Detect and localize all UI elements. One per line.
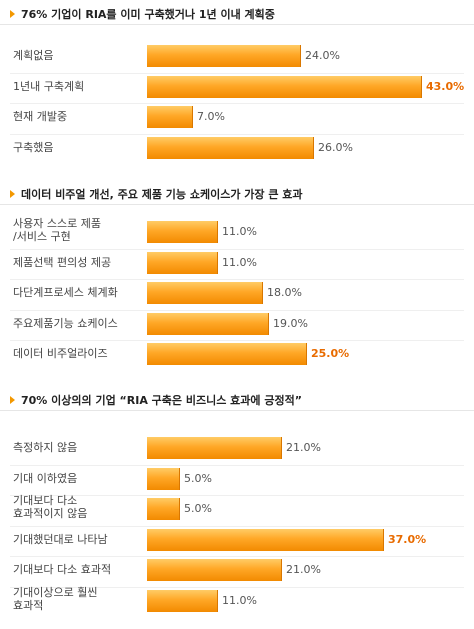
category-label: 사용자 스스로 제품 /서비스 구현 — [13, 217, 101, 243]
row-divider — [10, 495, 464, 496]
bar — [147, 251, 218, 274]
bar — [147, 343, 307, 365]
category-label: 기대보다 다소 효과적이지 않음 — [13, 494, 88, 520]
value-label: 18.0% — [267, 286, 302, 299]
value-label: 37.0% — [388, 532, 427, 546]
row-divider — [10, 103, 464, 104]
title-divider — [0, 410, 474, 411]
value-label: 11.0% — [222, 593, 257, 607]
bar — [147, 467, 180, 490]
bar — [147, 106, 193, 128]
title-divider — [0, 204, 474, 205]
bar-row: 기대 이하였음 5.0% — [0, 467, 474, 496]
row-divider — [10, 309, 464, 311]
chart-title-text: 70% 이상의의 기업 “RIA 구축은 비즈니스 효과에 긍정적” — [21, 394, 302, 407]
value-label: 21.0% — [286, 563, 321, 576]
row-divider — [10, 340, 464, 341]
value-label: 11.0% — [222, 225, 257, 238]
bar — [147, 437, 282, 459]
chart-title: 데이터 비주얼 개선, 주요 제품 기능 쇼케이스가 가장 큰 효과 — [10, 186, 303, 202]
bar — [147, 45, 301, 67]
bar-row: 사용자 스스로 제품 /서비스 구현 11.0% — [0, 217, 474, 250]
bar-row: 주요제품기능 쇼케이스 19.0% — [0, 312, 474, 341]
bar — [147, 528, 384, 551]
triangle-right-icon — [10, 10, 15, 18]
bar-row: 기대했던대로 나타남 37.0% — [0, 528, 474, 557]
row-divider — [10, 248, 464, 250]
value-label: 5.0% — [184, 502, 212, 515]
bar-row: 측정하지 않음 21.0% — [0, 436, 474, 466]
bar-row: 기대보다 다소 효과적이지 않음 5.0% — [0, 494, 474, 527]
bar-row: 기대보다 다소 효과적 21.0% — [0, 558, 474, 588]
value-label: 5.0% — [184, 471, 212, 485]
row-divider — [10, 464, 464, 466]
category-label: 측정하지 않음 — [13, 441, 78, 454]
chart-title: 76% 기업이 RIA를 이미 구축했거나 1년 이내 계획중 — [10, 6, 275, 22]
value-label: 24.0% — [305, 49, 340, 62]
chart-title-text: 데이터 비주얼 개선, 주요 제품 기능 쇼케이스가 가장 큰 효과 — [21, 188, 303, 201]
value-label: 25.0% — [311, 347, 350, 360]
bar — [147, 498, 180, 520]
value-label: 21.0% — [286, 441, 321, 454]
row-divider — [10, 556, 464, 557]
bar-row: 데이터 비주얼라이즈 25.0% — [0, 342, 474, 368]
bar — [147, 312, 269, 335]
value-label: 19.0% — [273, 316, 308, 330]
bar-row: 1년내 구축계획 43.0% — [0, 75, 474, 104]
bar — [147, 75, 422, 98]
triangle-right-icon — [10, 190, 15, 198]
category-label: 1년내 구축계획 — [13, 79, 85, 93]
row-divider — [10, 133, 464, 135]
value-label: 43.0% — [426, 79, 465, 93]
row-divider — [10, 586, 464, 588]
row-divider — [10, 72, 464, 74]
bar-row: 현재 개발중 7.0% — [0, 105, 474, 135]
bar-row: 계획없음 24.0% — [0, 44, 474, 74]
title-divider — [0, 24, 474, 25]
bar-row: 다단계프로세스 체계화 18.0% — [0, 281, 474, 311]
chart-title-text: 76% 기업이 RIA를 이미 구축했거나 1년 이내 계획중 — [21, 8, 275, 21]
category-label: 기대보다 다소 효과적 — [13, 563, 112, 576]
category-label: 다단계프로세스 체계화 — [13, 286, 118, 299]
chart-section-3: 70% 이상의의 기업 “RIA 구축은 비즈니스 효과에 긍정적” 측정하지 않… — [0, 386, 474, 629]
category-label: 기대이상으로 훨씬 효과적 — [13, 585, 98, 612]
bar — [147, 589, 218, 612]
category-label: 데이터 비주얼라이즈 — [13, 347, 108, 360]
bar-row: 기대이상으로 훨씬 효과적 11.0% — [0, 585, 474, 615]
category-label: 구축했음 — [13, 140, 54, 154]
category-label: 계획없음 — [13, 49, 54, 62]
category-label: 현재 개발중 — [13, 110, 68, 123]
bar — [147, 136, 314, 159]
bar — [147, 221, 218, 243]
row-divider — [10, 525, 464, 527]
triangle-right-icon — [10, 396, 15, 404]
category-label: 기대 이하였음 — [13, 471, 78, 485]
category-label: 주요제품기능 쇼케이스 — [13, 316, 118, 330]
value-label: 7.0% — [197, 110, 225, 123]
category-label: 제품선택 편의성 제공 — [13, 255, 112, 269]
bar — [147, 282, 263, 304]
bar-row: 구축했음 26.0% — [0, 136, 474, 162]
bar-row: 제품선택 편의성 제공 11.0% — [0, 251, 474, 280]
category-label: 기대했던대로 나타남 — [13, 532, 108, 546]
value-label: 26.0% — [318, 140, 353, 154]
chart-title: 70% 이상의의 기업 “RIA 구축은 비즈니스 효과에 긍정적” — [10, 392, 302, 408]
value-label: 11.0% — [222, 255, 257, 269]
row-divider — [10, 279, 464, 280]
bar — [147, 559, 282, 581]
